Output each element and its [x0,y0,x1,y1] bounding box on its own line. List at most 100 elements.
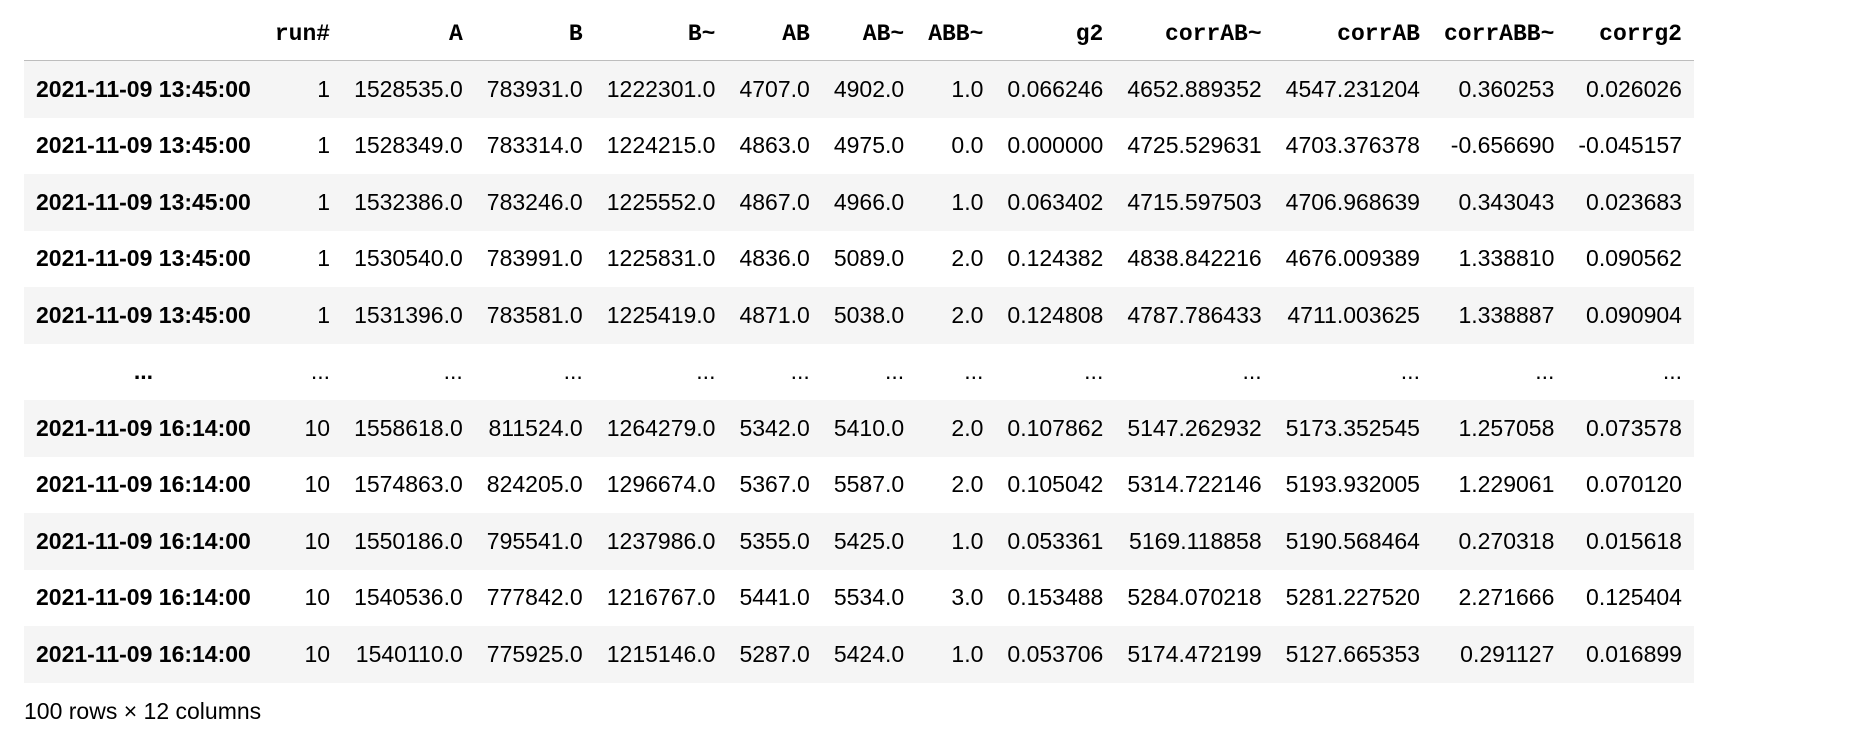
table-cell: 5169.118858 [1129,527,1262,554]
table-cell: ... [885,358,905,385]
table-cell: 1.0 [951,527,984,554]
row-index: 2021-11-09 13:45:00 [36,245,251,272]
table-cell: 1528349.0 [354,132,463,159]
table-row: 2021-11-09 16:14:00 10 1558618.0 811524.0 12… [24,400,1694,457]
table-cell: 2.271666 [1458,584,1555,611]
table-cell: 4871.0 [739,301,810,328]
table-cell: 10 [304,471,331,498]
table-cell: 5284.070218 [1127,584,1262,611]
table-row: ....................................... [24,343,1694,400]
column-header: A [342,8,475,61]
table-row: 2021-11-09 13:45:00 1 1528535.0 783931.0 122… [24,60,1694,118]
table-row: 2021-11-09 16:14:00 10 1574863.0 824205.0 12… [24,456,1694,513]
table-cell: 0.125404 [1586,584,1682,611]
row-index: 2021-11-09 13:45:00 [36,75,251,102]
column-header: run# [262,8,343,61]
table-row: 2021-11-09 13:45:00 1 1528349.0 783314.0 122… [24,117,1694,174]
row-index: 2021-11-09 13:45:00 [36,132,251,159]
table-cell: 4836.0 [739,245,810,272]
index-header [24,8,263,61]
table-cell: 5587.0 [833,471,905,498]
column-header: AB [727,8,822,61]
table-cell: ... [1662,358,1682,385]
table-cell: 5441.0 [739,584,810,611]
table-cell: 1 [317,188,331,215]
table-cell: 0.090904 [1586,301,1682,328]
table-cell: 0.0 [951,132,984,159]
table-cell: ... [790,358,810,385]
table-cell: 5281.227520 [1285,584,1420,611]
table-cell: 0.270318 [1458,527,1555,554]
table-cell: 4703.376378 [1285,132,1420,159]
table-cell: 0.016899 [1586,640,1682,667]
table-cell: 5089.0 [833,245,905,272]
table-cell: 4787.786433 [1127,301,1262,328]
table-cell: 4715.597503 [1127,188,1262,215]
table-cell: 0.063402 [1007,188,1104,215]
table-cell: 1.0 [951,188,984,215]
table-row: 2021-11-09 13:45:00 1 1530540.0 783991.0 122… [24,230,1694,287]
column-header: corrAB~ [1115,8,1274,61]
table-cell: 5173.352545 [1285,414,1420,441]
table-cell: 1215146.0 [606,640,716,667]
table-row: 2021-11-09 16:14:00 10 1540110.0 775925.0 12… [24,626,1694,683]
table-cell: 1540536.0 [354,584,463,611]
table-cell: 4966.0 [833,188,905,215]
table-cell: 10 [304,584,331,611]
table-cell: 1.0 [951,640,984,667]
column-header: B~ [594,8,728,61]
table-cell: 4711.003625 [1287,301,1420,328]
table-cell: ... [563,358,583,385]
table-cell: 0.291127 [1460,640,1555,667]
table-cell: 1216767.0 [606,584,716,611]
table-cell: 1528535.0 [354,75,463,102]
table-cell: 824205.0 [486,471,583,498]
table-cell: 0.107862 [1007,414,1104,441]
table-cell: 5287.0 [739,640,810,667]
table-cell: 5410.0 [833,414,905,441]
table-cell: 4725.529631 [1127,132,1262,159]
table-cell: 783246.0 [486,188,583,215]
column-header: g2 [995,8,1116,61]
table-cell: 0.105042 [1007,471,1104,498]
row-index: 2021-11-09 13:45:00 [36,188,251,215]
table-cell: 0.124808 [1007,301,1104,328]
table-cell: 4975.0 [833,132,905,159]
table-cell: 1 [317,301,331,328]
table-row: 2021-11-09 13:45:00 1 1532386.0 783246.0 122… [24,174,1694,231]
table-cell: 5355.0 [739,527,810,554]
table-cell: 0.023683 [1586,188,1682,215]
table-cell: 1530540.0 [354,245,463,272]
row-index: 2021-11-09 16:14:00 [36,414,251,441]
table-cell: 4652.889352 [1127,75,1262,102]
table-cell: 795541.0 [486,527,583,554]
table-row: 2021-11-09 13:45:00 1 1531396.0 783581.0 122… [24,287,1694,344]
table-cell: 5190.568464 [1285,527,1420,554]
dataframe-output: run# A B B~ AB AB~ ABB~ g2 corrAB~ corrAB corrABB~… [24,8,1694,683]
table-cell: 783314.0 [486,132,583,159]
table-cell: 1531396.0 [354,301,463,328]
table-cell: 5038.0 [833,301,905,328]
table-cell: 5367.0 [739,471,810,498]
table-cell: 4902.0 [833,75,905,102]
column-header: corrABB~ [1431,8,1567,61]
table-cell: 4838.842216 [1127,245,1262,272]
table-cell: ... [1242,358,1262,385]
table-header: run# A B B~ AB AB~ ABB~ g2 corrAB~ corrAB corrABB~… [24,8,1694,61]
table-cell: 1.338810 [1458,245,1555,272]
row-index: 2021-11-09 13:45:00 [36,301,251,328]
column-header: ABB~ [916,8,996,61]
table-cell: 783931.0 [486,75,583,102]
table-cell: 1.338887 [1458,301,1555,328]
table-cell: 783991.0 [486,245,583,272]
dataframe-table: run# A B B~ AB AB~ ABB~ g2 corrAB~ corrAB corrABB~… [24,8,1694,683]
table-cell: 1.229061 [1458,471,1555,498]
table-cell: 5193.932005 [1285,471,1420,498]
table-cell: 0.124382 [1007,245,1104,272]
table-cell: 1225419.0 [606,301,716,328]
table-cell: 1558618.0 [354,414,463,441]
row-index: 2021-11-09 16:14:00 [36,471,251,498]
table-cell: 777842.0 [486,584,583,611]
table-cell: 0.343043 [1458,188,1555,215]
table-cell: 0.066246 [1007,75,1104,102]
